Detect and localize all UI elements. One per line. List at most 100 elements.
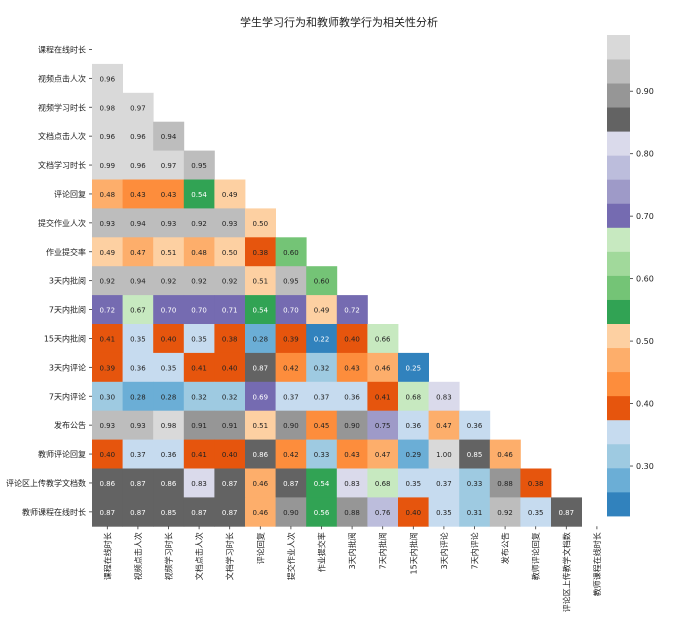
cell-value-label: 0.95 [283,278,299,286]
y-tick-label: 视频点击人次 [38,73,86,83]
cell-value-label: 1.00 [436,451,452,459]
cell-value-label: 0.90 [344,422,360,430]
cell-value-label: 0.60 [283,249,299,257]
x-tick-label: 文档点击人次 [194,532,204,580]
x-tick-label: 视频学习时长 [164,532,174,580]
heatmap-cell [306,324,338,354]
heatmap-cell [336,468,368,498]
cell-value-label: 0.71 [222,307,238,315]
cell-value-label: 0.32 [222,393,238,401]
colorbar-segment [607,227,630,252]
heatmap-cell [489,497,521,527]
heatmap-cell [275,381,307,412]
cell-value-label: 0.95 [191,162,207,170]
colorbar-segment [607,203,630,228]
heatmap-cell [92,150,123,180]
heatmap-cell [459,439,491,469]
heatmap-cell [306,352,338,383]
x-tick-label: 作业提交率 [317,532,327,572]
heatmap-cell [214,295,246,325]
y-tick-label: 7天内批阅 [49,305,86,315]
heatmap-cell [92,439,123,469]
cell-value-label: 0.66 [375,335,391,343]
cell-value-label: 0.54 [191,191,207,199]
heatmap-cell [275,410,307,440]
heatmap-cell [122,410,154,440]
heatmap-cell [275,439,307,469]
cell-value-label: 0.50 [253,220,269,228]
y-tick-label: 教师课程在线时长 [22,507,86,517]
cell-value-label: 0.56 [314,509,330,517]
cell-value-label: 0.43 [344,364,360,372]
heatmap-cell [183,468,215,498]
cell-value-label: 0.87 [191,509,207,517]
heatmap-cell [367,324,399,354]
colorbar: 0.30 0.40 0.50 0.60 0.70 0.80 0.90 [607,35,654,517]
x-tick-label: 7天内批阅 [378,532,388,569]
heatmap-cell [336,410,368,440]
cell-value-label: 0.85 [467,451,483,459]
heatmap-cell [306,410,338,440]
heatmap-cell [122,497,154,527]
cell-value-label: 0.51 [253,422,269,430]
heatmap-cell [214,208,246,238]
cell-value-label: 0.32 [314,364,330,372]
cell-value-label: 0.85 [161,509,177,517]
y-tick-label: 教师评论回复 [38,449,86,459]
cell-value-label: 0.88 [344,509,360,517]
cell-value-label: 0.40 [161,335,177,343]
cell-value-label: 0.98 [161,422,177,430]
heatmap-cell [92,410,123,440]
heatmap-cell [183,324,215,354]
x-tick-label: 3天内批阅 [347,532,357,569]
cell-value-label: 0.41 [100,335,116,343]
cell-value-label: 0.93 [100,422,116,430]
x-tick-label: 教师课程在线时长 [592,532,602,596]
cell-value-label: 0.94 [161,133,177,141]
heatmap-cell [489,439,521,469]
cell-value-label: 0.22 [314,335,330,343]
cell-value-label: 0.87 [100,509,116,517]
cell-value-label: 0.60 [314,278,330,286]
heatmap-cell [367,439,399,469]
cell-value-label: 0.36 [161,451,177,459]
cell-value-label: 0.41 [375,393,391,401]
heatmap-cell [275,295,307,325]
cell-value-label: 0.46 [375,364,391,372]
cell-value-label: 0.28 [161,393,177,401]
heatmap-cell [122,352,154,383]
cell-value-label: 0.97 [161,162,177,170]
cell-value-label: 0.25 [406,364,422,372]
heatmap-cell [306,439,338,469]
heatmap-cell [275,237,307,267]
heatmap-cell [183,237,215,267]
cell-value-label: 0.87 [222,480,238,488]
heatmap-cell [214,381,246,412]
cell-value-label: 0.96 [100,75,116,83]
colorbar-segment [607,419,630,445]
heatmap-cell [367,497,399,527]
cell-value-label: 0.75 [375,422,391,430]
colorbar-segment [607,467,630,493]
heatmap-cell [428,381,460,412]
cell-value-label: 0.97 [130,104,146,112]
heatmap-cell [214,324,246,354]
cell-value-label: 0.96 [130,162,146,170]
cell-value-label: 0.94 [130,220,146,228]
x-tick-label: 评论区上传教学文档数 [561,532,571,612]
heatmap-cell [122,324,154,354]
heatmap-cell [92,179,123,209]
cell-value-label: 0.92 [222,278,238,286]
colorbar-segment [607,443,630,469]
cell-value-label: 0.67 [130,307,146,315]
heatmap-cell [336,324,368,354]
cell-value-label: 0.42 [283,364,299,372]
heatmap-cell [428,497,460,527]
heatmap-cell [92,266,123,296]
y-tick-label: 视频学习时长 [38,102,86,112]
heatmap-cell [153,497,185,527]
heatmap-cell [428,410,460,440]
heatmap-cell [245,497,276,527]
heatmap-cell [92,295,123,325]
cell-value-label: 0.36 [344,393,360,401]
